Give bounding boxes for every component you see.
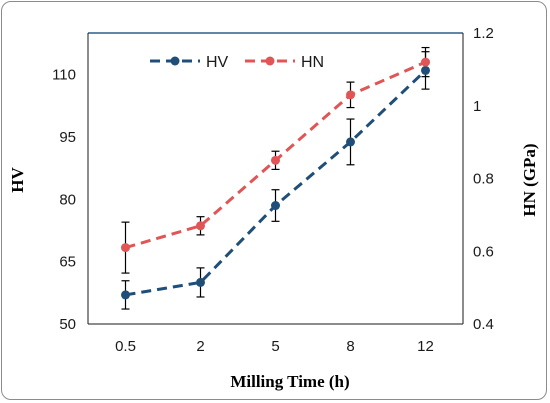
y-tick-label: 80 (59, 191, 76, 208)
data-point-hn (196, 221, 205, 231)
x-axis-title: Milling Time (h) (230, 372, 349, 391)
legend-label: HV (206, 54, 229, 71)
x-tick-label: 5 (271, 338, 279, 355)
y-tick-label: 110 (52, 67, 76, 84)
legend-item-hn: HN (245, 54, 324, 71)
x-axis-ticks: 0.5 2 5 8 12 (115, 338, 434, 355)
y-tick-label: 50 (59, 316, 76, 333)
x-tick-label: 0.5 (115, 338, 136, 355)
series-points (121, 57, 430, 300)
y2-tick-label: 1 (473, 98, 481, 115)
y2-axis-ticks: 0.4 0.6 0.8 1 1.2 (473, 25, 494, 333)
data-point-hn (346, 90, 355, 100)
x-tick-label: 12 (417, 338, 434, 355)
plot-border (87, 32, 464, 325)
legend-item-hv: HV (150, 54, 229, 71)
y2-tick-label: 0.6 (473, 243, 494, 260)
data-point-hn (271, 155, 280, 165)
data-point-hv (346, 137, 355, 147)
error-bars (121, 46, 430, 310)
data-point-hn (121, 243, 130, 253)
data-point-hn (421, 57, 430, 67)
series-lines (125, 60, 427, 297)
data-point-hv (421, 65, 430, 75)
y-axis-title: HV (8, 167, 27, 193)
legend-label: HN (301, 54, 324, 71)
y2-axis-title: HN (GPa) (520, 143, 539, 216)
y-tick-label: 65 (59, 254, 76, 271)
y2-tick-label: 1.2 (473, 25, 494, 42)
data-point-hv (196, 277, 205, 287)
y-tick-label: 95 (59, 129, 76, 146)
x-tick-label: 8 (346, 338, 354, 355)
series-line-hv (125, 69, 427, 297)
legend-marker (170, 56, 180, 66)
y2-tick-label: 0.4 (473, 316, 494, 333)
data-point-hv (271, 201, 280, 211)
legend: HV HN (150, 54, 324, 71)
legend-marker (265, 56, 275, 66)
y-axis-ticks: 50 65 80 95 110 (52, 67, 76, 333)
x-tick-label: 2 (196, 338, 204, 355)
data-point-hv (121, 290, 130, 300)
y2-tick-label: 0.8 (473, 171, 494, 188)
